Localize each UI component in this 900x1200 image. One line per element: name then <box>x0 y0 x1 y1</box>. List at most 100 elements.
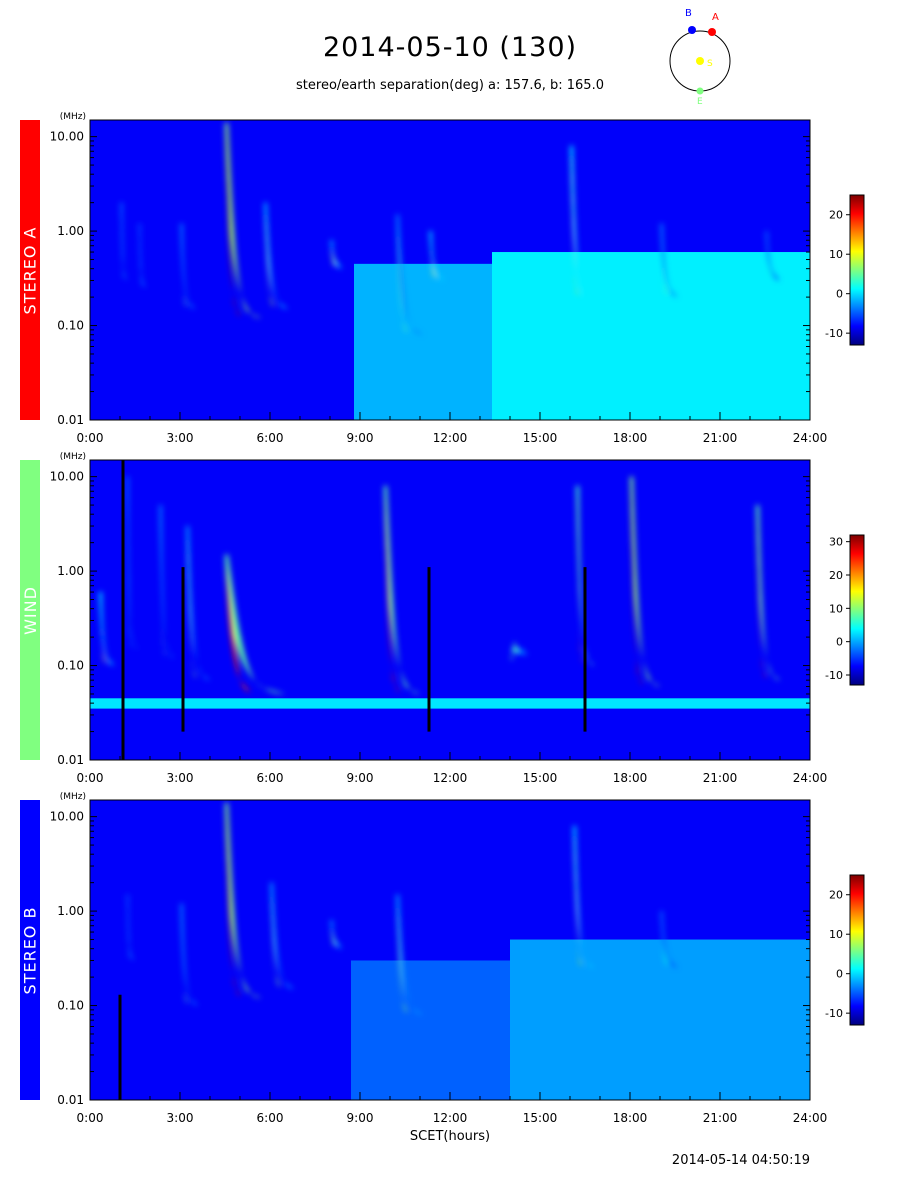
burst-halo-9 <box>660 223 678 298</box>
stereo-b-color-bar <box>20 800 40 1100</box>
burst-7 <box>661 919 668 966</box>
y-tick-label: 0.10 <box>57 999 84 1013</box>
background-block-1 <box>510 939 810 1100</box>
burst-5 <box>331 248 336 267</box>
x-tick-label: 6:00 <box>257 431 284 445</box>
y-tick-label: 10.00 <box>50 130 84 144</box>
burst-2 <box>226 810 241 997</box>
x-tick-label: 15:00 <box>523 771 558 785</box>
burst-7 <box>430 239 436 279</box>
burst-halo-1 <box>138 223 147 288</box>
background-block-0 <box>351 960 510 1100</box>
burst-halo-8 <box>570 145 591 298</box>
burst-halo-7 <box>429 231 444 281</box>
burst-halo-5 <box>384 485 420 694</box>
x-tick-label: 12:00 <box>433 431 468 445</box>
y-tick-label: 0.10 <box>57 659 84 673</box>
x-tick-label: 0:00 <box>77 771 104 785</box>
bursts <box>126 802 678 1015</box>
bursts <box>99 476 780 694</box>
x-tick-label: 18:00 <box>613 431 648 445</box>
x-tick-label: 21:00 <box>703 771 738 785</box>
burst-6 <box>511 640 518 662</box>
burst-halo-6 <box>573 825 594 968</box>
burst-halo-3 <box>270 882 294 989</box>
bursts <box>120 122 780 335</box>
chart-subtitle: stereo/earth separation(deg) a: 157.6, b… <box>296 78 604 93</box>
burst-halo-1 <box>180 903 198 1006</box>
x-tick-label: 21:00 <box>703 431 738 445</box>
orbit-label-b: B <box>685 8 692 19</box>
background-block-0 <box>90 698 810 709</box>
y-tick-label: 1.00 <box>57 224 84 238</box>
burst-halo-3 <box>186 526 210 681</box>
wind-spectrogram: 0.01 0.10 1.00 10.00 (MHz) 0:00 3:00 6:00 9:00 12… <box>50 452 865 785</box>
stereo-a-color-bar <box>20 120 40 420</box>
plot-area <box>90 460 810 760</box>
burst-halo-2 <box>225 802 261 999</box>
x-tick-label: 12:00 <box>433 1111 468 1125</box>
x-axis-label: SCET(hours) <box>409 1129 491 1144</box>
colorbar-tick-label: -10 <box>825 1007 843 1020</box>
x-tick-label: 15:00 <box>523 1111 558 1125</box>
burst-halo-7 <box>576 485 594 666</box>
stereo-b-marker <box>688 26 696 34</box>
burst-halo-2 <box>180 223 195 309</box>
x-tick-label: 15:00 <box>523 431 558 445</box>
y-tick-label: 10.00 <box>50 810 84 824</box>
burst-8 <box>631 484 643 685</box>
colorbar-tick-label: 0 <box>836 288 843 301</box>
x-tick-label: 24:00 <box>793 431 828 445</box>
x-tick-label: 18:00 <box>613 1111 648 1125</box>
burst-halo-3 <box>225 122 261 319</box>
colorbar-tick-label: 20 <box>829 209 843 222</box>
plot-background <box>90 460 810 760</box>
y-tick-label: 0.01 <box>57 753 84 767</box>
chart-title: 2014-05-10 (130) <box>322 32 578 63</box>
burst-5 <box>397 902 408 1013</box>
colorbar-tick-label: 0 <box>836 636 843 649</box>
burst-halo-8 <box>630 476 660 687</box>
burst-5 <box>385 493 400 692</box>
x-tick-label: 24:00 <box>793 1111 828 1125</box>
burst-halo-2 <box>159 505 174 659</box>
plot-area <box>120 122 810 420</box>
orbit-label-a: A <box>712 12 719 23</box>
y-tick-label: 0.10 <box>57 319 84 333</box>
burst-1 <box>139 231 143 286</box>
plot-area <box>118 802 810 1100</box>
y-unit-label: (MHz) <box>60 452 86 462</box>
burst-halo-0 <box>126 894 135 961</box>
y-unit-label: (MHz) <box>60 112 86 122</box>
burst-halo-5 <box>396 894 423 1015</box>
burst-halo-10 <box>765 231 780 281</box>
stereo-a-marker <box>708 28 716 36</box>
y-tick-label: 10.00 <box>50 470 84 484</box>
colorbar-tick-label: -10 <box>825 327 843 340</box>
wind-color-bar <box>20 460 40 760</box>
sun-marker <box>696 57 704 65</box>
x-tick-label: 0:00 <box>77 431 104 445</box>
colorbar <box>849 874 865 1026</box>
x-tick-label: 3:00 <box>167 431 194 445</box>
y-tick-label: 1.00 <box>57 904 84 918</box>
colorbar-tick-label: 10 <box>829 602 843 615</box>
orbit-label-e: E <box>697 97 703 104</box>
burst-1 <box>127 484 132 647</box>
x-tick-label: 9:00 <box>347 1111 374 1125</box>
y-tick-label: 0.01 <box>57 413 84 427</box>
colorbar-tick-label: 30 <box>829 536 843 549</box>
colorbar <box>849 194 865 346</box>
colorbar-tick-label: 10 <box>829 928 843 941</box>
burst-halo-4 <box>330 920 342 949</box>
colorbar <box>849 534 865 686</box>
stereo-b-spectrogram: 0.01 0.10 1.00 10.00 (MHz) 0:00 3:00 6:00 9:00 12… <box>50 792 865 1125</box>
x-tick-label: 3:00 <box>167 771 194 785</box>
background-block-1 <box>492 252 810 420</box>
burst-halo-0 <box>120 202 128 281</box>
y-tick-label: 0.01 <box>57 1093 84 1107</box>
burst-halo-0 <box>99 592 114 666</box>
burst-halo-9 <box>756 505 780 681</box>
burst-3 <box>226 130 241 317</box>
burst-0 <box>121 210 125 279</box>
